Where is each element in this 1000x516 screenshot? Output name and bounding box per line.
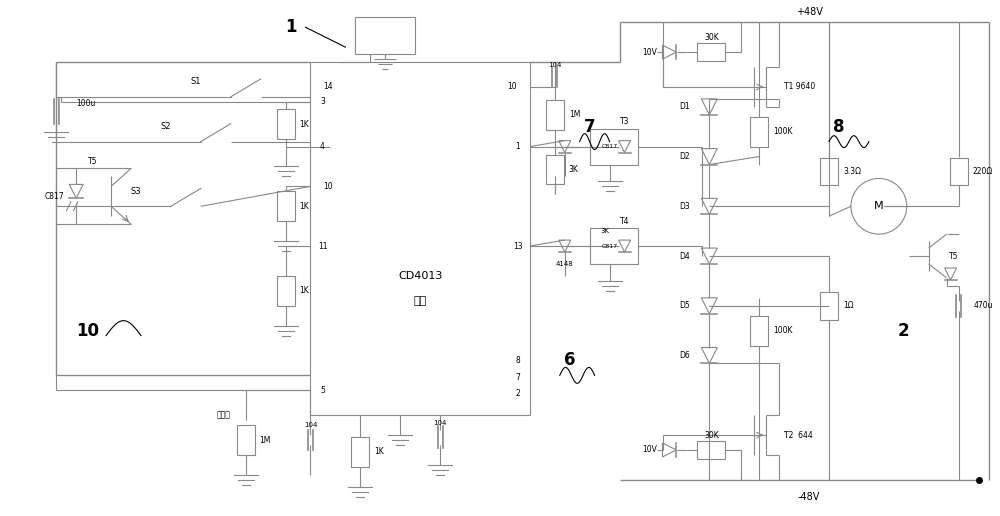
Bar <box>351 437 369 467</box>
Text: 2: 2 <box>898 321 910 340</box>
Text: -48V: -48V <box>798 492 820 502</box>
Text: 1K: 1K <box>300 120 309 128</box>
Text: 8: 8 <box>516 356 520 365</box>
Text: D6: D6 <box>679 351 690 360</box>
Text: 100K: 100K <box>773 127 793 136</box>
Text: 100u: 100u <box>76 100 96 108</box>
Text: 5: 5 <box>320 386 325 395</box>
Bar <box>237 425 255 455</box>
Polygon shape <box>69 184 83 198</box>
Text: S1: S1 <box>191 77 201 87</box>
Text: C817: C817 <box>44 192 64 201</box>
Text: 8: 8 <box>833 118 845 136</box>
Text: D5: D5 <box>679 301 690 310</box>
Text: 7: 7 <box>515 373 520 382</box>
Bar <box>590 128 638 165</box>
Polygon shape <box>701 198 717 214</box>
Polygon shape <box>701 99 717 115</box>
Text: 220Ω: 220Ω <box>973 167 993 176</box>
Text: 1Ω: 1Ω <box>843 301 854 310</box>
Text: 4: 4 <box>320 142 325 151</box>
Bar <box>277 276 295 306</box>
Text: 30K: 30K <box>704 430 719 440</box>
Text: D3: D3 <box>679 202 690 211</box>
Text: 3K: 3K <box>569 165 579 174</box>
Text: T5: T5 <box>949 251 958 261</box>
Text: 3.3Ω: 3.3Ω <box>843 167 861 176</box>
Polygon shape <box>701 149 717 165</box>
Polygon shape <box>619 240 631 252</box>
Text: 104: 104 <box>304 422 317 428</box>
Text: T4: T4 <box>620 217 629 225</box>
Bar <box>750 316 768 346</box>
Bar <box>310 62 530 415</box>
Bar <box>697 43 725 61</box>
Text: C817: C817 <box>602 144 618 149</box>
Bar <box>355 18 415 54</box>
Text: M: M <box>874 201 884 211</box>
Text: 10: 10 <box>507 83 517 91</box>
Polygon shape <box>662 443 676 457</box>
Text: CD4013: CD4013 <box>398 271 442 281</box>
Text: 10V: 10V <box>642 47 657 57</box>
Text: D4: D4 <box>679 251 690 261</box>
Text: 104: 104 <box>433 420 447 426</box>
Polygon shape <box>559 240 571 252</box>
Text: 100K: 100K <box>773 326 793 335</box>
Polygon shape <box>701 347 717 363</box>
Bar <box>277 109 295 139</box>
Polygon shape <box>701 298 717 314</box>
Bar <box>591 139 619 154</box>
Text: S3: S3 <box>131 187 141 196</box>
Text: 470u: 470u <box>974 301 993 310</box>
Text: 3K: 3K <box>600 228 609 234</box>
Text: 10V: 10V <box>642 445 657 455</box>
Text: 11: 11 <box>318 241 327 251</box>
Polygon shape <box>619 141 631 153</box>
Bar <box>546 100 564 130</box>
Bar <box>591 238 619 253</box>
Text: C817: C817 <box>602 244 618 249</box>
Text: T3: T3 <box>620 117 629 126</box>
Bar <box>820 292 838 320</box>
Bar <box>590 228 638 264</box>
Text: 10: 10 <box>76 321 99 340</box>
Text: S2: S2 <box>161 122 171 131</box>
Text: 4148: 4148 <box>556 261 574 267</box>
Text: 下复位: 下复位 <box>217 411 231 420</box>
Text: 1: 1 <box>516 142 520 151</box>
Text: 2: 2 <box>516 389 520 398</box>
Text: 6: 6 <box>564 351 575 369</box>
Text: T1 9640: T1 9640 <box>784 83 815 91</box>
Text: 1K: 1K <box>300 202 309 211</box>
Polygon shape <box>662 45 676 59</box>
Text: 1: 1 <box>285 18 296 36</box>
Text: 7: 7 <box>584 118 595 136</box>
Bar <box>697 441 725 459</box>
Bar <box>277 191 295 221</box>
Text: 13: 13 <box>513 241 523 251</box>
Text: T2  644: T2 644 <box>784 430 813 440</box>
Bar <box>546 155 564 184</box>
Text: D2: D2 <box>679 152 690 161</box>
Text: 104: 104 <box>548 62 561 68</box>
Text: +48V: +48V <box>796 7 822 18</box>
Text: 14: 14 <box>324 83 333 91</box>
Text: D1: D1 <box>679 102 690 111</box>
Text: 1K: 1K <box>300 286 309 295</box>
Text: 芯片: 芯片 <box>414 296 427 306</box>
Bar <box>750 117 768 147</box>
Polygon shape <box>945 268 957 280</box>
Text: 1K: 1K <box>374 447 384 457</box>
Bar <box>820 157 838 185</box>
Text: 30K: 30K <box>704 33 719 42</box>
Text: 10: 10 <box>324 182 333 191</box>
Polygon shape <box>559 141 571 153</box>
Bar <box>950 157 968 185</box>
Polygon shape <box>701 248 717 264</box>
Text: 1M: 1M <box>569 110 580 119</box>
Text: 1M: 1M <box>260 436 271 444</box>
Text: T5: T5 <box>88 157 98 166</box>
Text: 3: 3 <box>320 98 325 106</box>
